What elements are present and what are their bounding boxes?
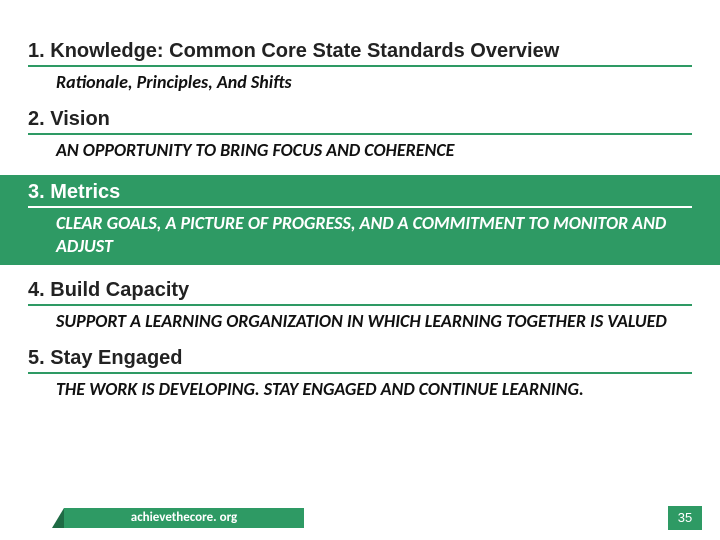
section-1-number: 1. xyxy=(28,40,45,62)
slide-footer: achievethecore. org 35 xyxy=(0,502,720,530)
section-2-subtitle: AN OPPORTUNITY TO BRING FOCUS AND COHERE… xyxy=(28,139,692,162)
section-5-subtitle: THE WORK IS DEVELOPING. STAY ENGAGED AND… xyxy=(28,378,692,401)
section-1: 1. Knowledge: Common Core State Standard… xyxy=(0,40,720,94)
section-2: 2. Vision AN OPPORTUNITY TO BRING FOCUS … xyxy=(0,108,720,162)
section-1-title: Knowledge: Common Core State Standards O… xyxy=(50,40,559,62)
section-1-heading: 1. Knowledge: Common Core State Standard… xyxy=(28,40,692,67)
footer-site-text: achievethecore. org xyxy=(64,508,304,528)
page-number: 35 xyxy=(668,506,702,530)
section-4-heading: 4. Build Capacity xyxy=(28,279,692,306)
section-4-number: 4. xyxy=(28,279,45,301)
section-1-subtitle: Rationale, Principles, And Shifts xyxy=(28,71,692,94)
section-3-subtitle: CLEAR GOALS, A PICTURE OF PROGRESS, AND … xyxy=(28,212,692,257)
section-3-number: 3. xyxy=(28,181,45,203)
section-4: 4. Build Capacity SUPPORT A LEARNING ORG… xyxy=(0,279,720,333)
section-4-title: Build Capacity xyxy=(50,279,189,301)
footer-bar: achievethecore. org xyxy=(64,508,304,528)
section-4-subtitle: SUPPORT A LEARNING ORGANIZATION IN WHICH… xyxy=(28,310,692,333)
section-3-heading: 3. Metrics xyxy=(28,181,692,208)
section-5-number: 5. xyxy=(28,347,45,369)
section-5: 5. Stay Engaged THE WORK IS DEVELOPING. … xyxy=(0,347,720,401)
section-2-title: Vision xyxy=(50,108,110,130)
footer-wedge-icon xyxy=(52,508,64,528)
section-3-highlight: 3. Metrics CLEAR GOALS, A PICTURE OF PRO… xyxy=(0,175,720,265)
section-3-title: Metrics xyxy=(50,181,120,203)
section-5-heading: 5. Stay Engaged xyxy=(28,347,692,374)
section-5-title: Stay Engaged xyxy=(50,347,182,369)
section-2-number: 2. xyxy=(28,108,45,130)
section-2-heading: 2. Vision xyxy=(28,108,692,135)
